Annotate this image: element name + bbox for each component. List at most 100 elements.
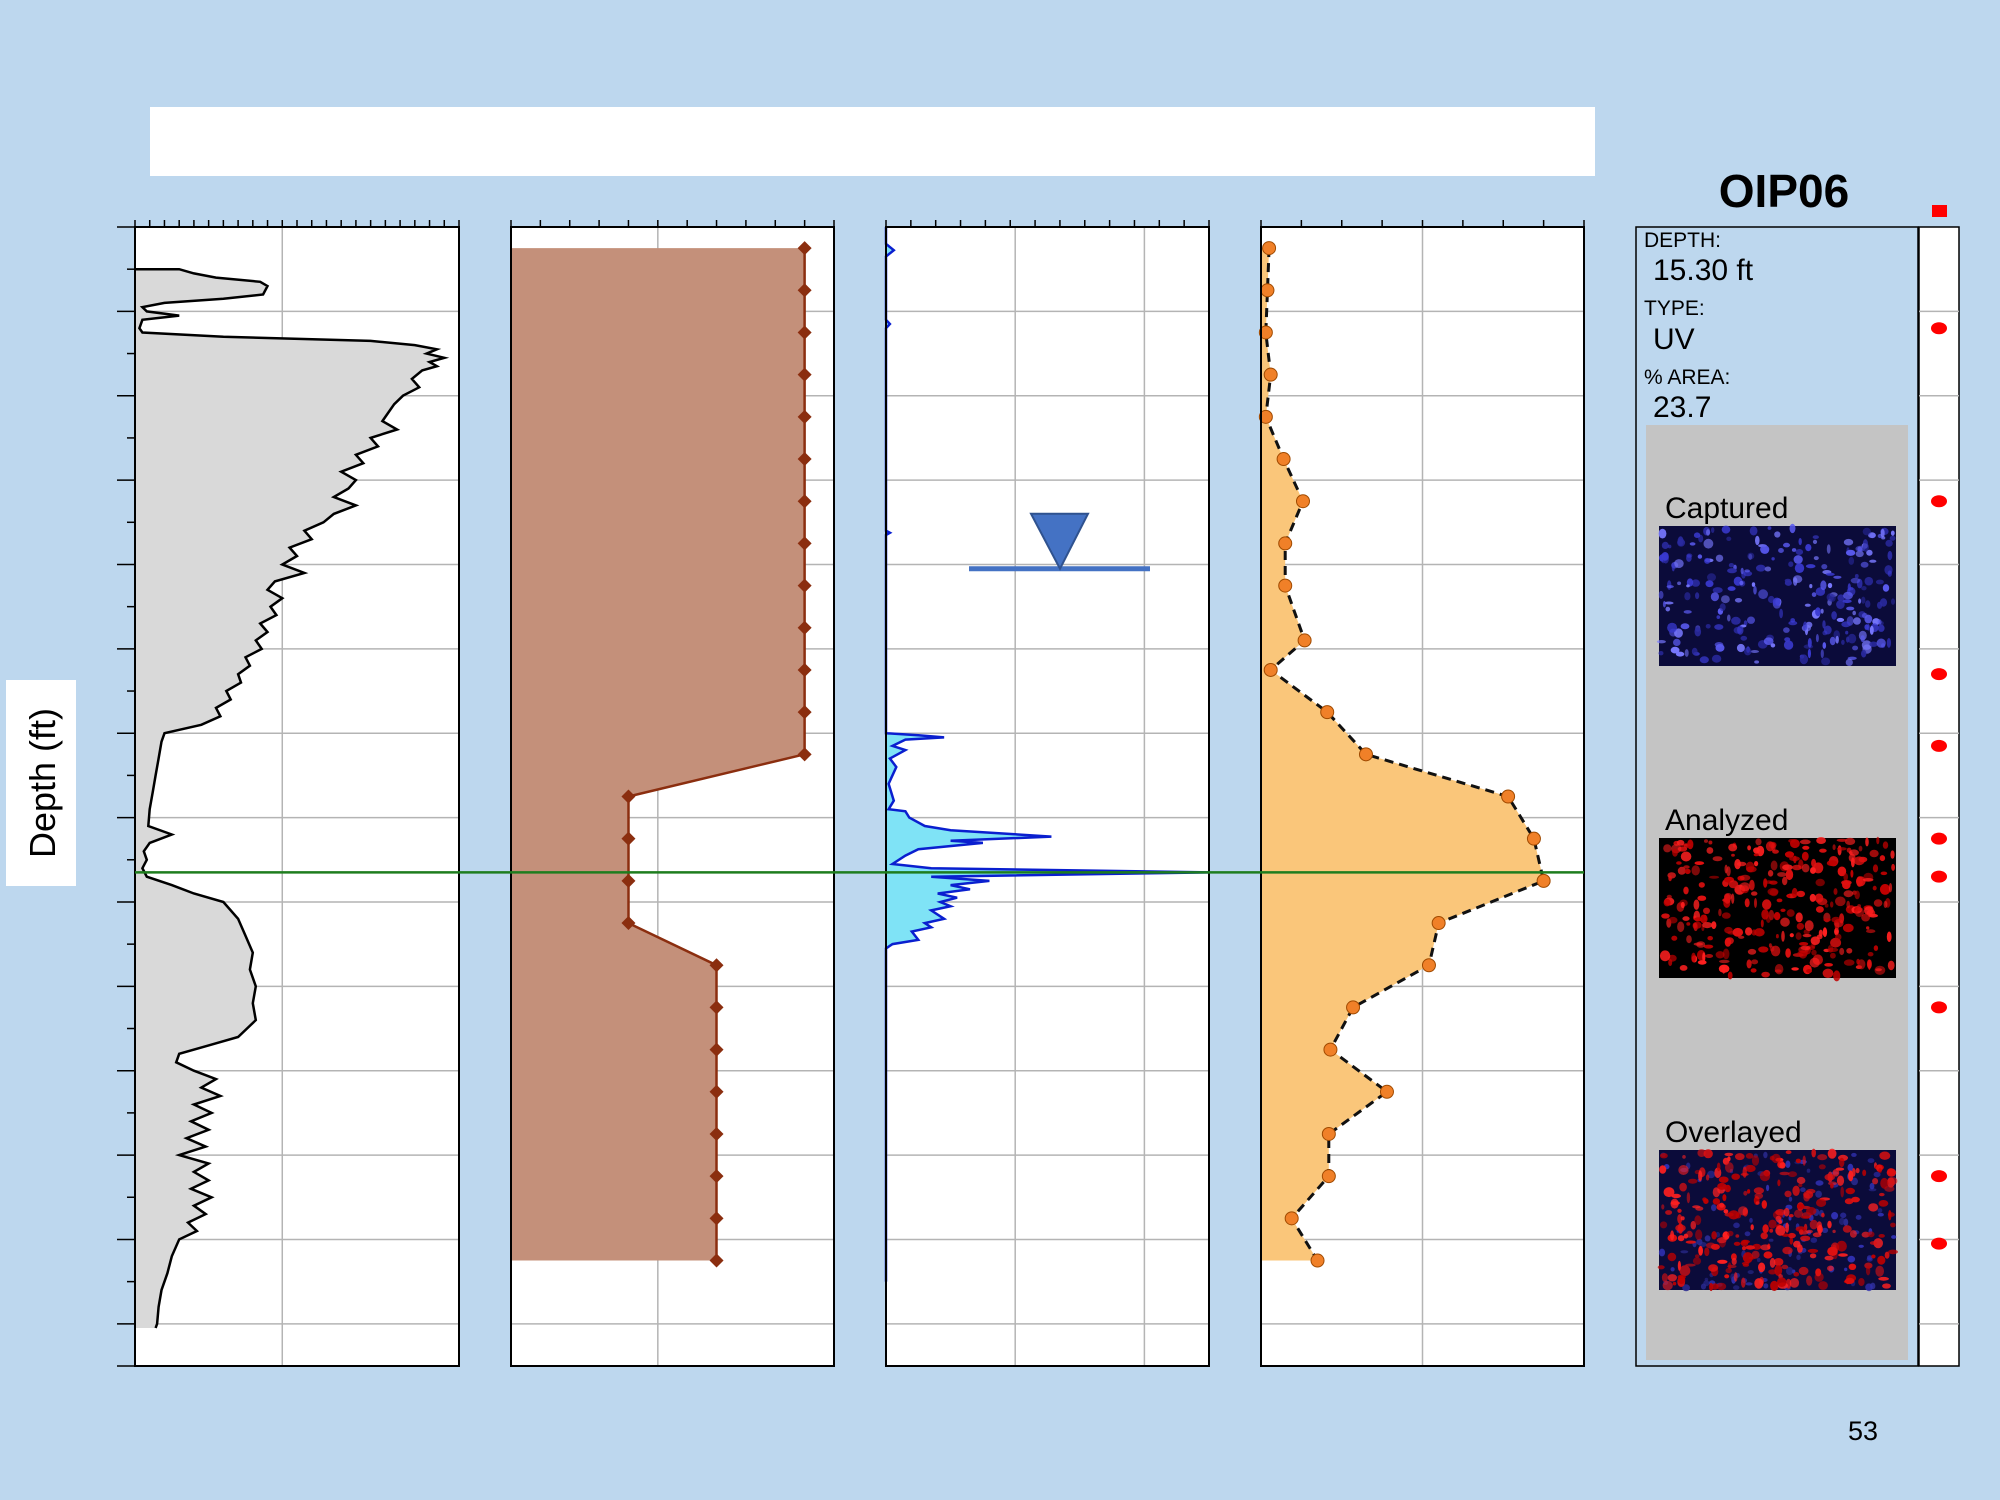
image-texture-speck bbox=[1877, 1255, 1886, 1265]
image-texture-speck bbox=[1722, 948, 1730, 960]
image-texture-speck bbox=[1815, 1268, 1822, 1277]
image-texture-speck bbox=[1866, 549, 1873, 556]
image-texture-speck bbox=[1750, 650, 1759, 653]
image-texture-speck bbox=[1667, 580, 1672, 590]
image-texture-speck bbox=[1671, 935, 1678, 941]
image-texture-speck bbox=[1877, 601, 1883, 609]
image-texture-speck bbox=[1769, 1228, 1774, 1233]
image-texture-speck bbox=[1795, 1158, 1801, 1164]
image-texture-speck bbox=[1715, 644, 1725, 652]
pid-point bbox=[1526, 831, 1541, 846]
image-texture-speck bbox=[1661, 913, 1670, 919]
image-texture-speck bbox=[1796, 922, 1805, 930]
image-texture-speck bbox=[1811, 949, 1817, 956]
image-texture-speck bbox=[1777, 872, 1787, 877]
image-texture-speck bbox=[1779, 1171, 1790, 1176]
image-texture-speck bbox=[1670, 1230, 1675, 1241]
image-texture-speck bbox=[1846, 606, 1855, 611]
image-texture-speck bbox=[1703, 914, 1707, 921]
image-texture-speck bbox=[1775, 1215, 1782, 1223]
depth-track-top-marker bbox=[1932, 205, 1947, 217]
image-texture-speck bbox=[1844, 837, 1856, 846]
image-texture-speck bbox=[1705, 1174, 1710, 1181]
image-texture-speck bbox=[1719, 1202, 1725, 1208]
image-texture-speck bbox=[1882, 584, 1890, 592]
image-texture-speck bbox=[1731, 616, 1741, 625]
image-texture-speck bbox=[1730, 1273, 1736, 1281]
image-texture-speck bbox=[1860, 635, 1865, 643]
image-texture-speck bbox=[1747, 845, 1751, 851]
image-texture-speck bbox=[1711, 654, 1722, 663]
image-texture-speck bbox=[1852, 645, 1859, 651]
image-texture-speck bbox=[1806, 1168, 1811, 1173]
image-texture-speck bbox=[1889, 535, 1896, 541]
image-texture-speck bbox=[1885, 539, 1893, 547]
image-texture-speck bbox=[1848, 1263, 1857, 1271]
soil-point bbox=[797, 747, 812, 762]
image-texture-speck bbox=[1712, 1198, 1721, 1205]
image-texture-speck bbox=[1826, 544, 1831, 554]
pid-point bbox=[1260, 283, 1275, 298]
image-texture-speck bbox=[1796, 890, 1806, 898]
image-texture-speck bbox=[1750, 968, 1757, 973]
soil-point bbox=[709, 1000, 724, 1015]
image-texture-speck bbox=[1851, 1152, 1857, 1157]
image-texture-speck bbox=[1806, 1207, 1817, 1216]
image-texture-speck bbox=[1847, 633, 1857, 644]
image-texture-speck bbox=[1783, 640, 1794, 650]
image-texture-speck bbox=[1844, 1267, 1848, 1272]
image-texture-speck bbox=[1677, 536, 1684, 546]
image-texture-speck bbox=[1836, 847, 1847, 851]
image-texture-speck bbox=[1751, 959, 1759, 965]
image-texture-speck bbox=[1845, 1187, 1856, 1195]
image-texture-speck bbox=[1668, 916, 1678, 924]
image-texture-speck bbox=[1784, 851, 1795, 858]
image-texture-speck bbox=[1873, 899, 1883, 907]
image-texture-speck bbox=[1666, 585, 1674, 589]
image-texture-speck bbox=[1823, 918, 1831, 922]
image-texture-speck bbox=[1815, 1190, 1822, 1198]
image-texture-speck bbox=[1789, 1236, 1794, 1245]
image-texture-speck bbox=[1782, 864, 1793, 871]
pid-point bbox=[1276, 452, 1291, 467]
image-captured-block: Captured bbox=[1656, 492, 1896, 667]
image-texture-speck bbox=[1722, 966, 1726, 974]
image-texture-speck bbox=[1770, 643, 1776, 648]
image-texture-speck bbox=[1711, 1283, 1719, 1290]
image-texture-speck bbox=[1674, 628, 1683, 638]
image-texture-speck bbox=[1711, 1231, 1717, 1240]
image-texture-speck bbox=[1728, 563, 1734, 568]
image-texture-speck bbox=[1749, 1217, 1753, 1223]
image-texture-speck bbox=[1869, 1182, 1875, 1190]
image-texture-speck bbox=[1724, 926, 1733, 934]
image-texture-speck bbox=[1716, 1282, 1727, 1291]
image-texture-speck bbox=[1694, 627, 1702, 637]
image-texture-speck bbox=[1805, 564, 1816, 569]
image-texture-speck bbox=[1848, 1170, 1854, 1182]
image-texture-speck bbox=[1763, 637, 1774, 645]
image-texture-speck bbox=[1836, 1175, 1845, 1186]
soil-point bbox=[797, 662, 812, 677]
image-texture-speck bbox=[1727, 1156, 1731, 1162]
image-texture-speck bbox=[1851, 1177, 1858, 1186]
image-texture-speck bbox=[1878, 1276, 1889, 1281]
image-texture-speck bbox=[1888, 1177, 1898, 1185]
soil-point bbox=[621, 831, 636, 846]
image-texture-speck bbox=[1858, 845, 1863, 852]
image-texture-speck bbox=[1764, 566, 1772, 572]
image-texture-speck bbox=[1753, 853, 1759, 857]
image-texture-speck bbox=[1671, 562, 1675, 572]
image-texture-speck bbox=[1749, 879, 1755, 891]
image-texture-speck bbox=[1848, 556, 1855, 565]
image-texture-speck bbox=[1726, 536, 1732, 541]
image-texture-speck bbox=[1801, 863, 1810, 873]
image-texture-speck bbox=[1698, 882, 1705, 888]
image-texture-speck bbox=[1751, 891, 1758, 896]
image-texture-speck bbox=[1878, 1200, 1889, 1207]
image-texture-speck bbox=[1861, 586, 1867, 591]
image-texture-speck bbox=[1758, 589, 1768, 600]
plot-border-pid bbox=[1260, 226, 1585, 1367]
image-texture-speck bbox=[1781, 1264, 1789, 1270]
image-texture-speck bbox=[1716, 1162, 1721, 1172]
